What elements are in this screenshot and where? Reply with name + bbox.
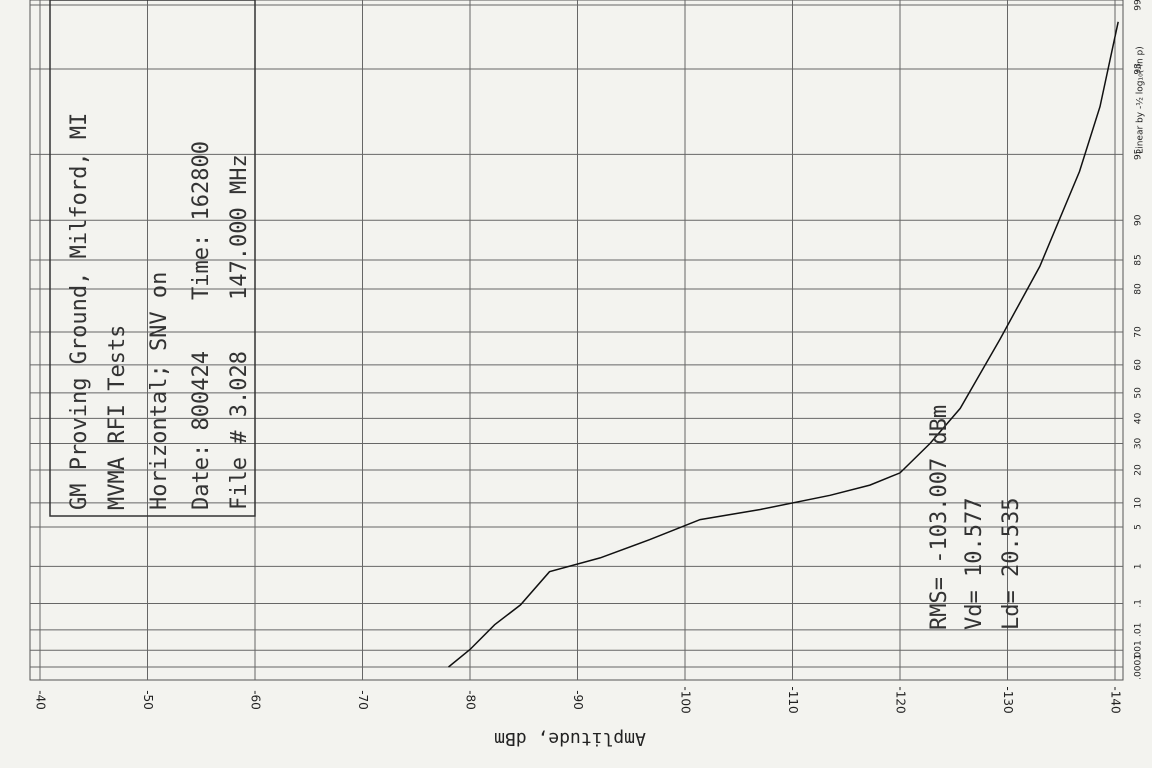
y-tick-label: 98 bbox=[1134, 63, 1144, 75]
y-tick-label: .001 bbox=[1134, 640, 1144, 660]
y-tick-label: 99 bbox=[1134, 0, 1144, 11]
annotation: Horizontal; SNV on bbox=[147, 272, 172, 510]
plot-layer: -40 -50 -60 -70 -80 -90 -100 -110 -120 -130 -140 .0… bbox=[29, 0, 1144, 714]
y-axis-title: Linear by -½ log₁₀(-ln p) bbox=[1136, 46, 1146, 154]
x-tick-label: -80 bbox=[464, 690, 478, 710]
y-tick-label: 95 bbox=[1134, 149, 1144, 160]
stat: Vd= 10.577 bbox=[962, 498, 987, 630]
y-tick-label: 90 bbox=[1134, 214, 1144, 226]
y-tick-label: 80 bbox=[1134, 283, 1144, 295]
x-tick-label: -120 bbox=[894, 686, 908, 713]
annotation: File # 3.028 bbox=[227, 351, 252, 510]
x-tick-label: -100 bbox=[679, 686, 693, 713]
x-tick-label: -130 bbox=[1001, 686, 1015, 713]
x-tick-label: -40 bbox=[34, 690, 48, 710]
plot-frame bbox=[29, 0, 1124, 681]
y-tick-label: 70 bbox=[1134, 326, 1144, 338]
annotation: 147.000 MHz bbox=[227, 154, 252, 300]
y-tick-label: .01 bbox=[1134, 623, 1144, 637]
y-tick-label: 30 bbox=[1134, 437, 1144, 449]
y-tick-label: .0001 bbox=[1134, 654, 1144, 680]
y-tick-label: 20 bbox=[1134, 464, 1144, 476]
stat: RMS= -103.007 dBm bbox=[927, 405, 952, 630]
y-tick-label: 85 bbox=[1134, 254, 1144, 265]
x-tick-label: -60 bbox=[249, 690, 263, 710]
annotation: Date: 800424 bbox=[189, 351, 214, 510]
x-tick-label: -70 bbox=[356, 690, 370, 710]
y-tick-label: .1 bbox=[1134, 599, 1144, 608]
y-tick-label: 1 bbox=[1134, 563, 1144, 569]
stat: Ld= 20.535 bbox=[999, 498, 1024, 630]
y-tick-label: 5 bbox=[1134, 524, 1144, 530]
y-tick-label: 40 bbox=[1134, 412, 1144, 424]
annotation: GM Proving Ground, Milford, MI bbox=[67, 113, 92, 510]
x-tick-label: -110 bbox=[786, 686, 800, 713]
annotation: MVMA RFI Tests bbox=[105, 325, 130, 510]
annotation: Time: 162800 bbox=[189, 141, 214, 300]
y-tick-label: 50 bbox=[1134, 387, 1144, 399]
x-axis-title: Amplitude, dBm bbox=[494, 728, 646, 749]
y-tick-label: 60 bbox=[1134, 359, 1144, 371]
curve bbox=[448, 21, 1119, 668]
x-tick-label: -90 bbox=[571, 690, 585, 710]
x-tick-label: -140 bbox=[1109, 686, 1123, 713]
info-box bbox=[49, 0, 256, 517]
y-tick-label: 10 bbox=[1134, 497, 1144, 509]
x-tick-label: -50 bbox=[141, 690, 155, 710]
